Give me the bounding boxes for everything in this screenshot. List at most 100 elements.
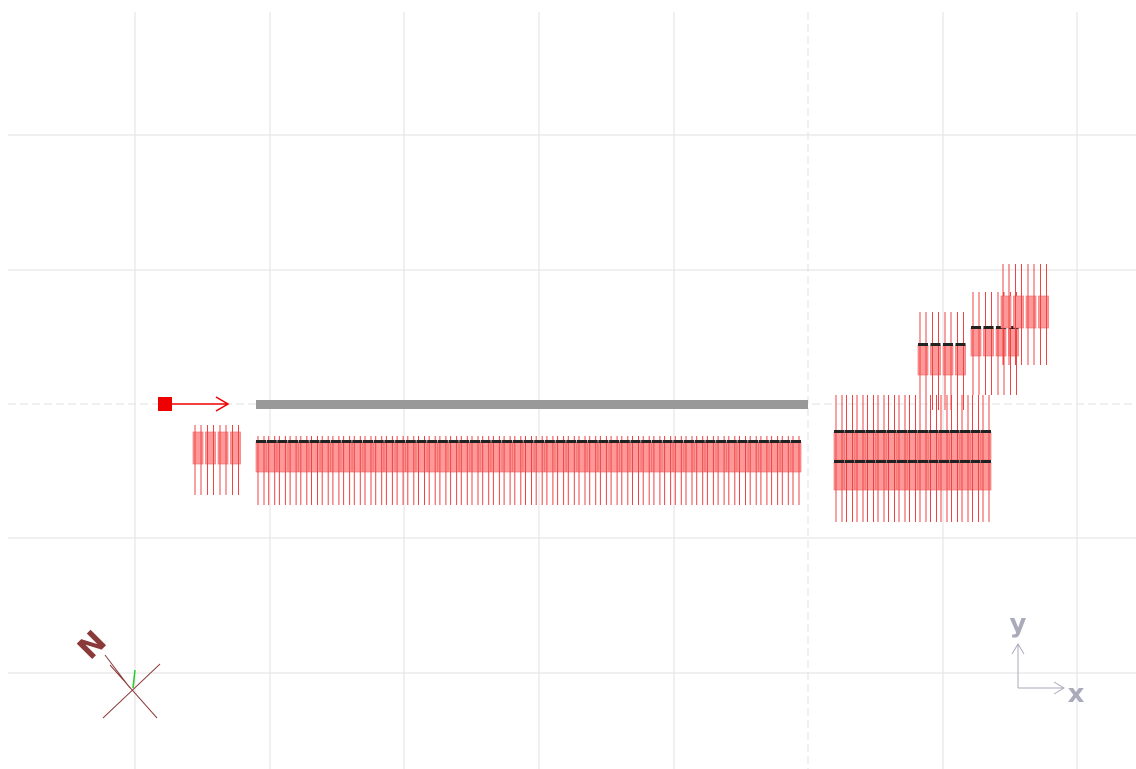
module-cap — [981, 460, 991, 463]
module-cap — [352, 440, 363, 443]
module — [949, 460, 960, 522]
module — [930, 312, 941, 410]
module — [662, 436, 673, 505]
module — [373, 436, 385, 505]
module-cap — [277, 440, 288, 443]
module-cap — [855, 430, 865, 433]
module-cap — [448, 440, 459, 443]
module — [555, 436, 566, 505]
module-cap — [970, 430, 981, 433]
module — [917, 312, 929, 410]
module-cap — [320, 440, 331, 443]
module-cap — [876, 430, 886, 433]
module — [523, 436, 534, 505]
module-cap — [298, 440, 309, 443]
module-cap — [918, 460, 928, 463]
module-cap — [876, 460, 886, 463]
module-cap — [844, 430, 855, 433]
module-cap — [726, 440, 737, 443]
module-body — [230, 431, 241, 465]
module-cap — [907, 430, 918, 433]
module — [362, 436, 374, 505]
module-cap — [587, 440, 598, 443]
module — [896, 460, 908, 522]
module-cap — [512, 440, 523, 443]
module — [970, 460, 981, 522]
module-cap — [405, 440, 416, 443]
module-cap — [983, 326, 994, 329]
module — [277, 436, 288, 505]
module-cap — [949, 430, 960, 433]
module — [619, 436, 631, 505]
module — [458, 436, 470, 505]
compass-pointer — [104, 654, 131, 689]
module — [928, 460, 939, 522]
module — [255, 436, 267, 505]
module-cap — [918, 343, 928, 346]
module-cap — [256, 440, 266, 443]
module — [747, 436, 759, 505]
module-body — [205, 431, 216, 465]
module — [230, 425, 241, 495]
module — [907, 460, 918, 522]
module — [1025, 264, 1037, 365]
module — [705, 436, 716, 505]
module-cap — [758, 440, 769, 443]
module-cap — [960, 460, 970, 463]
compass-line — [109, 664, 158, 719]
module — [758, 436, 770, 505]
module — [715, 436, 727, 505]
module-cap — [309, 440, 320, 443]
module-cap — [395, 440, 406, 443]
module-cap — [705, 440, 716, 443]
module-cap — [651, 440, 662, 443]
module-cap — [791, 440, 801, 443]
module — [501, 436, 513, 505]
module — [405, 436, 417, 505]
module-cap — [427, 440, 438, 443]
module-cap — [437, 440, 448, 443]
module — [598, 436, 609, 505]
module — [426, 436, 438, 505]
module — [309, 436, 320, 505]
module — [565, 436, 577, 505]
module — [491, 436, 502, 505]
module — [865, 460, 876, 522]
module-cap — [918, 430, 928, 433]
module-cap — [844, 460, 855, 463]
module — [1013, 264, 1024, 365]
module-cap — [609, 440, 620, 443]
module — [266, 436, 278, 505]
module-cap — [523, 440, 534, 443]
module-cap — [930, 343, 941, 346]
module — [384, 436, 395, 505]
module — [844, 460, 855, 522]
layout-objects — [192, 264, 1049, 522]
module-cap — [684, 440, 694, 443]
module — [394, 436, 406, 505]
module-body — [1000, 295, 1012, 329]
module-cap — [416, 440, 427, 443]
module — [875, 460, 887, 522]
module-body — [1025, 295, 1037, 329]
module — [298, 436, 310, 505]
module — [672, 436, 684, 505]
module-cap — [534, 440, 545, 443]
module-cap — [897, 430, 907, 433]
module — [351, 436, 363, 505]
module — [480, 436, 492, 505]
module-cap — [341, 440, 352, 443]
module — [640, 436, 652, 505]
module — [886, 460, 897, 522]
module — [192, 425, 204, 495]
module-cap — [363, 440, 373, 443]
module — [330, 436, 342, 505]
module-body — [192, 431, 204, 465]
module — [341, 436, 352, 505]
module-cap — [598, 440, 609, 443]
module-cap — [737, 440, 748, 443]
module-cap — [459, 440, 470, 443]
module — [651, 436, 663, 505]
axis-indicator: y x — [1010, 609, 1085, 709]
